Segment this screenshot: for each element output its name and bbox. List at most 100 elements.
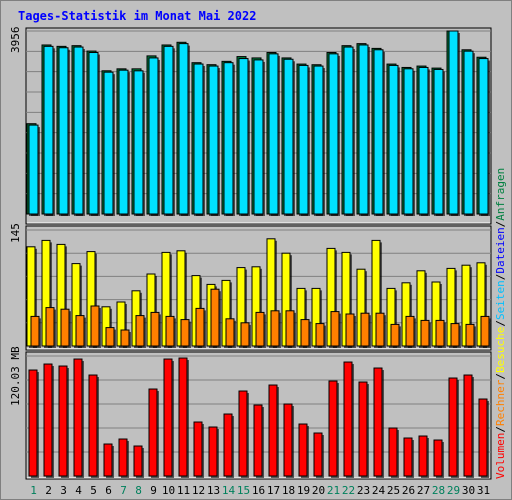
x-tick-label: 24 bbox=[372, 484, 386, 497]
x-tick-label: 12 bbox=[192, 484, 205, 497]
rechner-bar bbox=[120, 329, 130, 347]
x-tick-label: 10 bbox=[162, 484, 175, 497]
volumen-bar bbox=[103, 443, 113, 477]
x-tick-label: 25 bbox=[387, 484, 400, 497]
x-tick-label: 2 bbox=[45, 484, 52, 497]
dateien-bar bbox=[328, 53, 339, 215]
x-tick-label: 11 bbox=[177, 484, 190, 497]
dateien-bar bbox=[448, 30, 459, 215]
x-tick-label: 29 bbox=[447, 484, 460, 497]
dateien-bar bbox=[268, 53, 279, 215]
dateien-bar bbox=[478, 58, 489, 215]
volumen-bar bbox=[463, 374, 473, 477]
dateien-bar bbox=[388, 64, 399, 215]
legend-item: Anfragen bbox=[494, 168, 507, 221]
volumen-bar bbox=[418, 435, 428, 477]
x-tick-label: 17 bbox=[267, 484, 280, 497]
legend-item: / bbox=[494, 426, 507, 433]
rechner-bar bbox=[450, 323, 460, 347]
volumen-bar bbox=[343, 361, 353, 477]
volumen-bar bbox=[358, 381, 368, 477]
rechner-bar bbox=[270, 310, 280, 347]
rechner-bar bbox=[105, 327, 115, 347]
dateien-bar bbox=[283, 58, 294, 215]
volumen-bar bbox=[298, 423, 308, 477]
legend-item: / bbox=[494, 221, 507, 228]
dateien-bar bbox=[253, 59, 264, 215]
x-tick-label: 26 bbox=[402, 484, 415, 497]
volumen-bar bbox=[58, 365, 68, 477]
dateien-bar bbox=[73, 46, 84, 215]
rechner-bar bbox=[165, 315, 175, 347]
x-tick-label: 14 bbox=[222, 484, 236, 497]
rechner-bar bbox=[375, 312, 385, 347]
dateien-bar bbox=[133, 70, 144, 215]
rechner-bar bbox=[345, 313, 355, 347]
rechner-bar bbox=[195, 307, 205, 347]
volumen-bar bbox=[223, 413, 233, 477]
dateien-bar bbox=[403, 68, 414, 215]
rechner-bar bbox=[240, 322, 250, 347]
dateien-bar bbox=[298, 64, 309, 215]
dateien-bar bbox=[343, 46, 354, 215]
dateien-bar bbox=[313, 65, 324, 215]
dateien-bar bbox=[418, 66, 429, 215]
rechner-bar bbox=[45, 307, 55, 347]
x-tick-label: 27 bbox=[417, 484, 430, 497]
rechner-bar bbox=[480, 315, 490, 347]
x-tick-label: 30 bbox=[462, 484, 475, 497]
x-tick-label: 15 bbox=[237, 484, 250, 497]
volumen-bar bbox=[253, 404, 263, 477]
rechner-bar bbox=[405, 315, 415, 347]
x-tick-label: 7 bbox=[120, 484, 127, 497]
dateien-bar bbox=[373, 49, 384, 215]
volumen-bar bbox=[88, 374, 98, 477]
volumen-bar bbox=[43, 363, 53, 477]
rechner-bar bbox=[360, 312, 370, 347]
dateien-bar bbox=[358, 44, 369, 215]
volumen-bar bbox=[178, 357, 188, 477]
rechner-bar bbox=[135, 315, 145, 347]
dateien-bar bbox=[103, 71, 114, 215]
legend-item: Volumen bbox=[494, 433, 507, 479]
x-tick-label: 22 bbox=[342, 484, 355, 497]
volumen-bar bbox=[118, 438, 128, 477]
rechner-bar bbox=[330, 311, 340, 347]
legend-item: Besuche bbox=[494, 327, 507, 373]
x-tick-label: 3 bbox=[60, 484, 67, 497]
x-tick-label: 6 bbox=[105, 484, 112, 497]
rechner-bar bbox=[285, 310, 295, 347]
rechner-bar bbox=[225, 318, 235, 347]
volumen-bar bbox=[28, 369, 38, 477]
y-max-label-1: 145 bbox=[9, 223, 22, 243]
dateien-bar bbox=[163, 45, 174, 215]
volumen-bar bbox=[133, 445, 143, 477]
rechner-bar bbox=[465, 323, 475, 347]
volumen-bar bbox=[388, 427, 398, 477]
volumen-bar bbox=[433, 439, 443, 477]
legend-item: Dateien bbox=[494, 227, 507, 273]
x-tick-label: 18 bbox=[282, 484, 295, 497]
volumen-bar bbox=[238, 390, 248, 477]
volumen-bar bbox=[313, 432, 323, 477]
legend-text: Volumen/Rechner/Besuche/Seiten/Dateien/A… bbox=[494, 168, 507, 479]
volumen-bar bbox=[163, 358, 173, 477]
volumen-bar bbox=[73, 358, 83, 477]
legend-item: / bbox=[494, 274, 507, 281]
dateien-bar bbox=[463, 50, 474, 215]
volumen-bar bbox=[403, 437, 413, 477]
x-tick-label: 4 bbox=[75, 484, 82, 497]
dateien-bar bbox=[28, 124, 39, 215]
dateien-bar bbox=[88, 52, 99, 215]
dateien-bar bbox=[148, 57, 159, 215]
volumen-bar bbox=[193, 421, 203, 477]
volumen-bar bbox=[283, 403, 293, 477]
volumen-bar bbox=[268, 384, 278, 477]
x-tick-label: 8 bbox=[135, 484, 142, 497]
x-tick-label: 20 bbox=[312, 484, 325, 497]
volumen-bar bbox=[328, 380, 338, 477]
dateien-bar bbox=[208, 65, 219, 215]
rechner-bar bbox=[300, 319, 310, 347]
